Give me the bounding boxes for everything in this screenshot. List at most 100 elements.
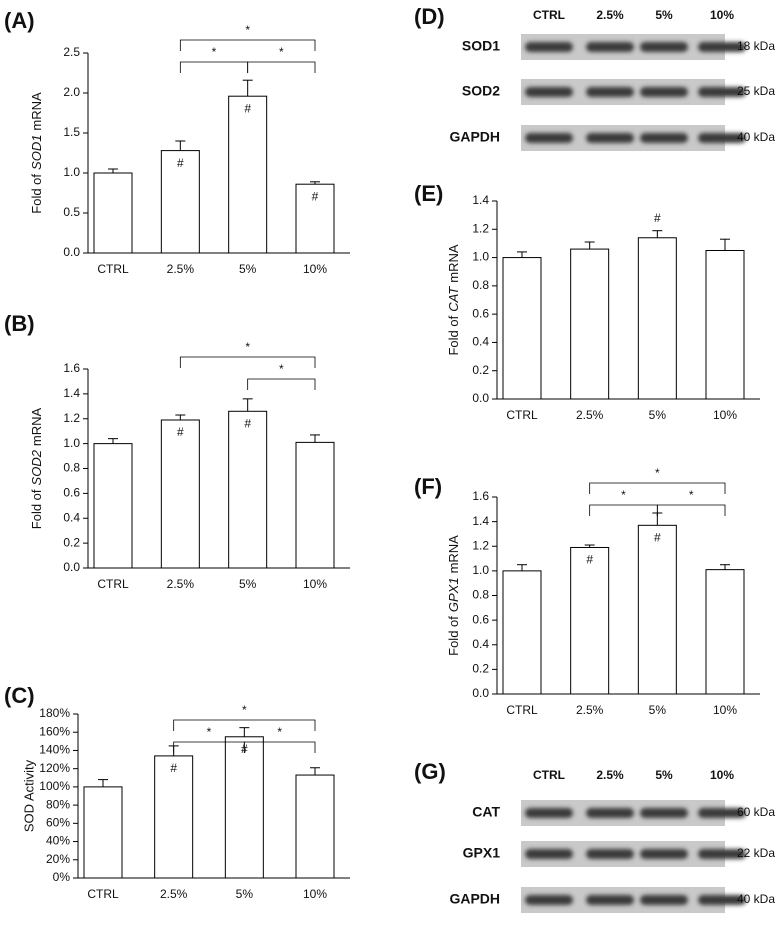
y-tick-label: 1.6 bbox=[63, 361, 80, 375]
bracket bbox=[243, 741, 316, 753]
bar bbox=[705, 569, 745, 695]
y-tick-label: 60% bbox=[46, 816, 70, 830]
bar bbox=[295, 441, 335, 569]
bar bbox=[93, 172, 133, 254]
x-tick-label: 2.5% bbox=[167, 577, 195, 591]
y-tick-label: 0% bbox=[53, 870, 71, 884]
y-tick-label: 0.5 bbox=[63, 205, 80, 219]
blot-band bbox=[698, 895, 746, 905]
x-tick-label: CTRL bbox=[87, 887, 119, 901]
y-tick-label: 0.8 bbox=[472, 278, 489, 292]
panel-label: (C) bbox=[4, 683, 35, 708]
y-axis-label-part: SOD1 bbox=[29, 135, 44, 170]
bar bbox=[295, 183, 335, 254]
y-tick-label: 0.4 bbox=[472, 637, 489, 651]
bracket bbox=[589, 504, 658, 516]
y-axis-label-part: Fold of bbox=[29, 174, 44, 214]
bar bbox=[570, 248, 610, 400]
lane-label: 5% bbox=[655, 768, 673, 782]
x-tick-label: CTRL bbox=[506, 408, 538, 422]
x-tick-label: 2.5% bbox=[160, 887, 188, 901]
y-tick-label: 120% bbox=[39, 761, 70, 775]
lane-label: 10% bbox=[710, 768, 734, 782]
size-label: 18 kDa bbox=[737, 39, 775, 53]
y-tick-label: 0.2 bbox=[63, 535, 80, 549]
blot-band bbox=[525, 895, 573, 905]
y-axis-label-part: Fold of bbox=[446, 616, 461, 656]
significance-mark: # bbox=[586, 553, 593, 567]
y-tick-label: 0.2 bbox=[472, 363, 489, 377]
x-tick-label: 5% bbox=[239, 577, 257, 591]
bar bbox=[637, 237, 677, 400]
bracket-label: * bbox=[245, 23, 250, 37]
panel-label: (G) bbox=[414, 759, 446, 784]
blot-band bbox=[525, 42, 573, 52]
y-tick-label: 1.0 bbox=[63, 436, 80, 450]
blot-band bbox=[586, 895, 634, 905]
blot-band bbox=[698, 87, 746, 97]
y-tick-label: 1.2 bbox=[63, 411, 80, 425]
x-tick-label: 5% bbox=[236, 887, 254, 901]
blot-band bbox=[525, 133, 573, 143]
blot-band bbox=[586, 133, 634, 143]
x-tick-label: 2.5% bbox=[576, 703, 604, 717]
y-axis-label: SOD Activity bbox=[21, 759, 36, 832]
lane-label: 5% bbox=[655, 8, 673, 22]
bar bbox=[570, 546, 610, 695]
significance-mark: # bbox=[177, 425, 184, 439]
y-tick-label: 1.0 bbox=[63, 165, 80, 179]
x-tick-label: 10% bbox=[713, 703, 737, 717]
y-tick-label: 0.6 bbox=[63, 486, 80, 500]
bracket-label: * bbox=[277, 725, 282, 739]
blot-band bbox=[640, 133, 688, 143]
y-tick-label: 1.2 bbox=[472, 221, 489, 235]
bracket-label: * bbox=[212, 45, 217, 59]
y-tick-label: 0.6 bbox=[472, 306, 489, 320]
blot-band bbox=[586, 849, 634, 859]
blot-band bbox=[525, 808, 573, 818]
size-label: 25 kDa bbox=[737, 84, 775, 98]
y-tick-label: 1.5 bbox=[63, 125, 80, 139]
y-tick-label: 1.6 bbox=[472, 489, 489, 503]
bar bbox=[93, 443, 133, 569]
y-tick-label: 0.4 bbox=[472, 335, 489, 349]
y-tick-label: 0.4 bbox=[63, 510, 80, 524]
y-tick-label: 180% bbox=[39, 706, 70, 720]
y-tick-label: 0.2 bbox=[472, 662, 489, 676]
x-tick-label: 2.5% bbox=[576, 408, 604, 422]
blot-band bbox=[698, 42, 746, 52]
bracket-label: * bbox=[207, 725, 212, 739]
bracket-label: * bbox=[245, 340, 250, 354]
panel-label: (A) bbox=[4, 8, 35, 33]
significance-mark: # bbox=[170, 761, 177, 775]
x-tick-label: 10% bbox=[303, 887, 327, 901]
y-axis-label: Fold of GPX1 mRNA bbox=[446, 535, 461, 656]
significance-mark: # bbox=[244, 101, 251, 115]
size-label: 60 kDa bbox=[737, 805, 775, 819]
y-axis-label-part: mRNA bbox=[446, 244, 461, 283]
significance-mark: # bbox=[654, 530, 661, 544]
bar bbox=[160, 150, 200, 254]
y-tick-label: 1.4 bbox=[472, 193, 489, 207]
significance-mark: # bbox=[177, 156, 184, 170]
lane-label: 10% bbox=[710, 8, 734, 22]
blot-band bbox=[586, 808, 634, 818]
significance-mark: # bbox=[244, 416, 251, 430]
bracket-label: * bbox=[655, 466, 660, 480]
y-tick-label: 0.8 bbox=[472, 588, 489, 602]
bracket bbox=[179, 61, 249, 73]
y-tick-label: 0.0 bbox=[63, 560, 80, 574]
protein-label: GAPDH bbox=[449, 129, 500, 145]
bracket bbox=[179, 39, 316, 51]
x-tick-label: CTRL bbox=[97, 577, 129, 591]
protein-label: SOD1 bbox=[462, 38, 500, 54]
panel-label: (B) bbox=[4, 311, 35, 336]
significance-mark: # bbox=[312, 189, 319, 203]
y-tick-label: 40% bbox=[46, 834, 70, 848]
y-axis-label-part: Fold of bbox=[446, 315, 461, 355]
y-tick-label: 1.4 bbox=[63, 386, 80, 400]
bracket-label: * bbox=[279, 362, 284, 376]
x-tick-label: CTRL bbox=[506, 703, 538, 717]
y-tick-label: 100% bbox=[39, 779, 70, 793]
